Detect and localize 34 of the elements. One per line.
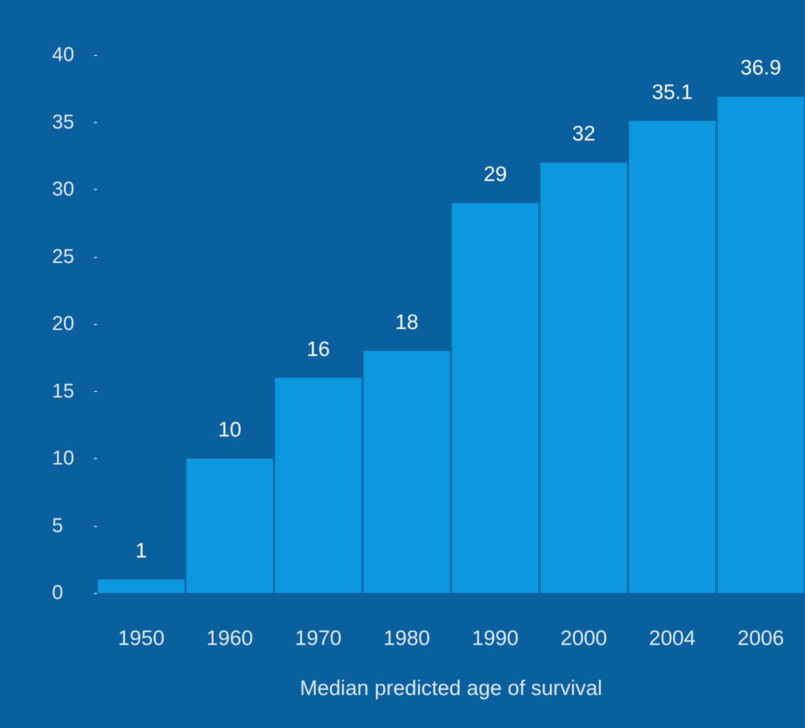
- x-tick-label: 2006: [737, 627, 784, 650]
- bar: [628, 120, 716, 593]
- bar: [274, 378, 362, 593]
- y-tick-label: 10: [52, 448, 74, 470]
- y-tick-label: 35: [52, 111, 74, 134]
- data-label: 32: [572, 122, 596, 146]
- data-label: 29: [484, 162, 507, 186]
- data-label: 35.1: [652, 80, 693, 104]
- x-tick-label: 2004: [648, 627, 696, 650]
- x-tick-label: 1950: [118, 627, 165, 650]
- bar: [98, 580, 185, 593]
- y-tick-label: 40: [52, 44, 74, 66]
- bar: [363, 350, 450, 593]
- y-tick-label: 30: [52, 178, 74, 200]
- y-tick-label: 20: [52, 313, 74, 335]
- bar: [452, 202, 539, 593]
- bar: [540, 162, 628, 593]
- x-axis-title: Median predicted age of survival: [300, 677, 602, 700]
- x-tick-label: 1960: [206, 627, 254, 650]
- y-tick-label: 15: [52, 380, 74, 402]
- bar: [186, 458, 274, 593]
- y-tick-label: 25: [52, 246, 74, 268]
- x-tick-label: 2000: [560, 627, 608, 650]
- data-label: 1: [135, 540, 148, 563]
- data-label: 16: [306, 338, 330, 361]
- x-tick-label: 1990: [472, 627, 519, 650]
- y-tick-label: 0: [52, 582, 64, 604]
- x-tick-label: 1980: [383, 627, 430, 650]
- data-label: 36.9: [740, 56, 782, 80]
- data-label: 10: [218, 418, 242, 442]
- data-label: 18: [395, 310, 418, 334]
- x-tick-label: 1970: [294, 627, 342, 650]
- bar: [717, 96, 804, 593]
- y-tick-label: 5: [52, 514, 64, 537]
